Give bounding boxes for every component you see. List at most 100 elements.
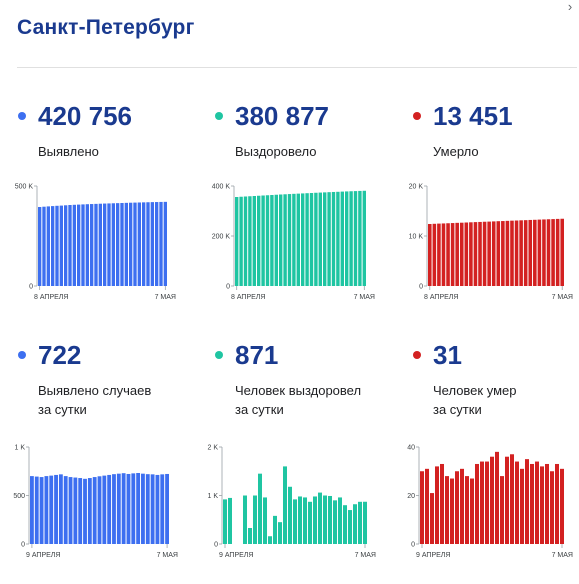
y-tick-label: 0 xyxy=(214,542,218,549)
bar xyxy=(54,474,58,544)
bar xyxy=(129,202,133,286)
bar xyxy=(111,203,115,286)
bar xyxy=(437,223,441,286)
bar xyxy=(533,219,537,286)
bar xyxy=(107,474,112,544)
bar xyxy=(340,191,344,286)
stat-label: Выявлено xyxy=(38,144,99,159)
bar xyxy=(94,203,98,286)
bar xyxy=(428,224,432,286)
bar xyxy=(223,499,227,544)
bar xyxy=(523,220,528,286)
legend-dot xyxy=(18,351,26,359)
bar xyxy=(301,193,305,286)
bar xyxy=(469,222,473,286)
bar xyxy=(313,496,317,544)
bar xyxy=(102,475,107,544)
bar xyxy=(292,193,296,286)
stat-label: Выздоровело xyxy=(235,144,317,159)
bar xyxy=(279,194,283,286)
bar xyxy=(323,495,327,544)
bar xyxy=(446,223,450,286)
bar xyxy=(560,468,564,544)
stat-label: Человек умер xyxy=(433,383,517,398)
stat-label: за сутки xyxy=(38,402,87,417)
y-tick-label: 0 xyxy=(29,284,33,291)
stat-value: 13 451 xyxy=(433,101,513,131)
y-tick-label: 40 xyxy=(407,445,415,452)
bar xyxy=(505,456,509,544)
bar xyxy=(327,192,331,286)
stat-panel-daily-recovered: 871 Человек выздоровел за сутки 0 1 K 2 K 9 АП… xyxy=(207,339,405,584)
bar xyxy=(81,204,85,286)
bar xyxy=(343,505,347,544)
bar xyxy=(131,473,136,544)
bar xyxy=(137,202,141,286)
bar xyxy=(165,473,169,544)
bar xyxy=(121,473,126,544)
stat-label: Человек выздоровел xyxy=(235,383,362,398)
bar xyxy=(30,476,34,544)
bar xyxy=(333,500,337,544)
stat-label: Выявлено случаев xyxy=(38,383,152,398)
bar xyxy=(150,202,154,286)
x-tick-label: 8 АПРЕЛЯ xyxy=(34,294,68,301)
x-tick-label: 7 МАЯ xyxy=(552,552,573,559)
bar xyxy=(112,474,116,544)
bar xyxy=(38,207,42,286)
bar xyxy=(435,466,439,544)
bar xyxy=(85,204,89,286)
bar xyxy=(450,478,454,544)
bar xyxy=(248,528,252,544)
bar xyxy=(530,463,534,544)
bar xyxy=(358,190,362,286)
bar xyxy=(515,461,519,544)
bar xyxy=(362,190,366,286)
bar xyxy=(480,461,484,544)
bar xyxy=(46,206,50,286)
bar xyxy=(159,201,163,286)
bar xyxy=(551,219,555,286)
bar xyxy=(274,194,278,286)
bar xyxy=(450,223,455,286)
bar xyxy=(296,193,300,287)
bar xyxy=(58,474,63,544)
bar xyxy=(287,194,292,286)
bar xyxy=(420,471,424,544)
bar xyxy=(550,471,554,544)
bar xyxy=(318,492,322,544)
stat-value: 871 xyxy=(235,340,279,370)
bar xyxy=(560,218,564,286)
x-tick-label: 8 АПРЕЛЯ xyxy=(424,294,458,301)
bar xyxy=(323,192,327,287)
bar xyxy=(155,474,160,544)
bar xyxy=(116,473,121,544)
bar xyxy=(248,196,252,286)
bar xyxy=(258,473,262,544)
bar xyxy=(542,219,546,286)
chevron-icon[interactable]: › xyxy=(567,0,573,14)
bar xyxy=(268,536,272,544)
bar xyxy=(540,466,544,544)
stat-panel-daily-deaths: 31 Человек умер за сутки 0 20 40 9 АПРЕЛЯ 7 МАЯ xyxy=(407,339,579,584)
bar xyxy=(263,497,267,544)
bar xyxy=(63,476,68,544)
x-tick-label: 7 МАЯ xyxy=(355,552,376,559)
bar xyxy=(77,204,81,286)
bar xyxy=(475,463,479,544)
bar xyxy=(103,203,107,286)
bar xyxy=(92,477,97,544)
bar xyxy=(73,477,78,544)
bar xyxy=(163,201,167,286)
stat-panel-daily-detected: 722 Выявлено случаев за сутки 0 500 1 K 9 АПРЕ… xyxy=(13,339,208,584)
bar xyxy=(51,206,55,286)
bar xyxy=(545,463,549,544)
x-tick-label: 8 АПРЕЛЯ xyxy=(231,294,265,301)
bar xyxy=(243,196,248,286)
bar xyxy=(478,221,482,286)
bar xyxy=(55,205,59,286)
bar xyxy=(150,474,155,544)
stat-value: 722 xyxy=(38,340,82,370)
bar xyxy=(160,474,165,544)
bar xyxy=(146,202,150,286)
